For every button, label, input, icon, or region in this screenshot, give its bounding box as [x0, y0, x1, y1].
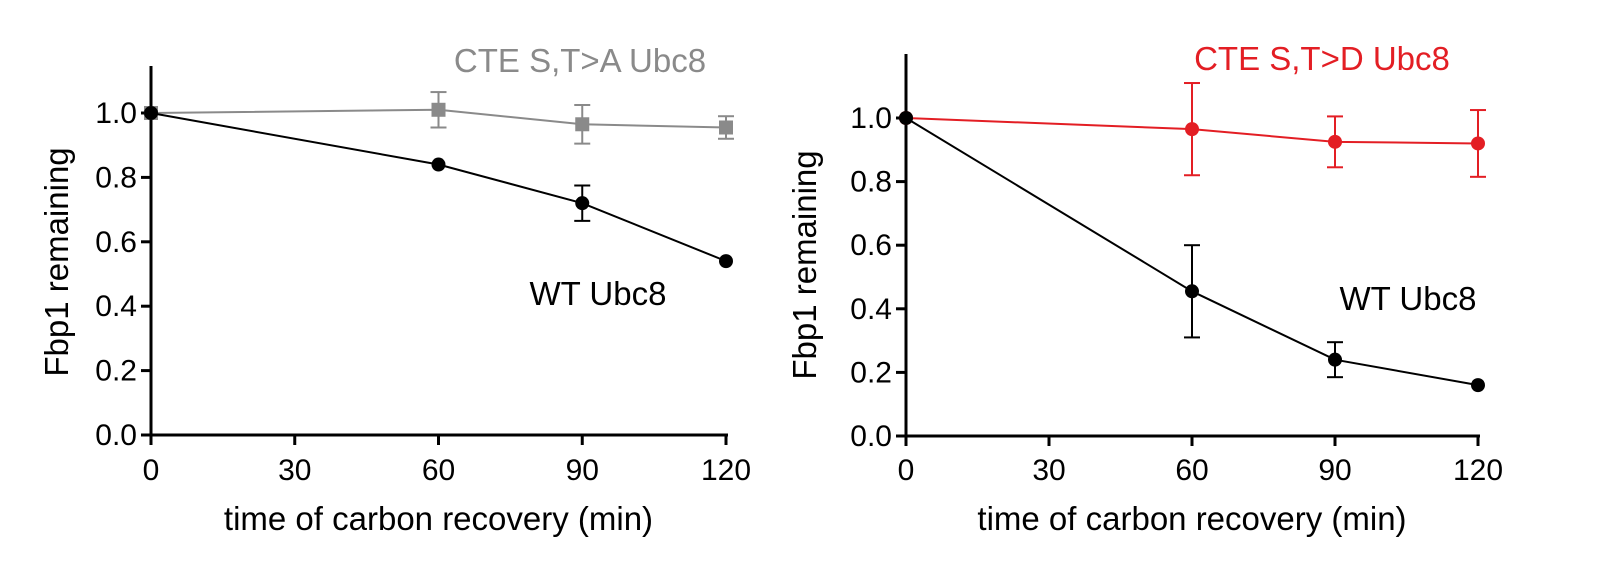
y-axis-label: Fbp1 remaining: [38, 147, 75, 376]
y-tick-label: 0.6: [850, 229, 892, 262]
data-point: [431, 157, 446, 172]
series-line: [150, 108, 727, 129]
data-point: [1471, 136, 1485, 151]
y-tick-label: 0.0: [850, 420, 892, 453]
data-point: [1328, 352, 1342, 367]
y-axis-label: Fbp1 remaining: [786, 150, 823, 379]
series-1: WT Ubc8: [899, 111, 1485, 393]
x-tick-label: 120: [1453, 454, 1503, 487]
y-tick-label: 1.0: [850, 102, 892, 135]
x-tick-label: 90: [1318, 454, 1351, 487]
x-axis-label: time of carbon recovery (min): [224, 500, 653, 537]
y-tick-label: 0.2: [95, 355, 137, 388]
data-point: [719, 254, 733, 269]
series-label: CTE S,T>A Ubc8: [454, 42, 706, 79]
x-axis-label: time of carbon recovery (min): [977, 500, 1406, 537]
y-tick-label: 1.0: [95, 97, 137, 130]
data-point: [719, 120, 733, 135]
x-tick-label: 90: [566, 454, 599, 487]
y-tick-label: 0.0: [95, 419, 137, 452]
data-point: [1185, 122, 1199, 137]
series-0: CTE S,T>D Ubc8: [899, 40, 1486, 178]
series-label: WT Ubc8: [1340, 280, 1477, 317]
x-tick-label: 0: [143, 454, 160, 487]
series-line: [150, 112, 727, 263]
x-tick-label: 30: [278, 454, 311, 487]
data-point: [1471, 378, 1485, 393]
x-tick-label: 120: [701, 454, 751, 487]
data-point: [899, 111, 913, 125]
y-tick-label: 0.2: [850, 356, 892, 389]
y-tick-label: 0.4: [95, 290, 137, 323]
right-panel: 0.0 0.2 0.4 0.6 0.8 1.0 0 30 60 90 120 time of carb…: [786, 40, 1503, 537]
data-point: [575, 196, 590, 211]
data-point: [1185, 284, 1199, 299]
x-tick-label: 60: [1175, 454, 1208, 487]
x-tick-label: 0: [898, 454, 915, 487]
y-tick-label: 0.4: [850, 293, 892, 326]
left-panel: 0.0 0.2 0.4 0.6 0.8 1.0 0 30 60 90 120 time of carb…: [38, 42, 751, 537]
y-tick-label: 0.8: [95, 161, 137, 194]
data-point: [144, 106, 158, 120]
data-point: [575, 117, 590, 132]
series-0: CTE S,T>A Ubc8: [144, 42, 734, 145]
data-point: [1328, 134, 1342, 149]
y-tick-label: 0.8: [850, 166, 892, 199]
series-line: [905, 117, 1479, 145]
series-1: WT Ubc8: [144, 106, 733, 312]
series-label: WT Ubc8: [530, 275, 667, 312]
series-line: [905, 117, 1479, 387]
series-label: CTE S,T>D Ubc8: [1194, 40, 1450, 77]
y-tick-label: 0.6: [95, 226, 137, 259]
x-tick-label: 60: [422, 454, 455, 487]
data-point: [431, 102, 446, 117]
x-tick-label: 30: [1032, 454, 1065, 487]
